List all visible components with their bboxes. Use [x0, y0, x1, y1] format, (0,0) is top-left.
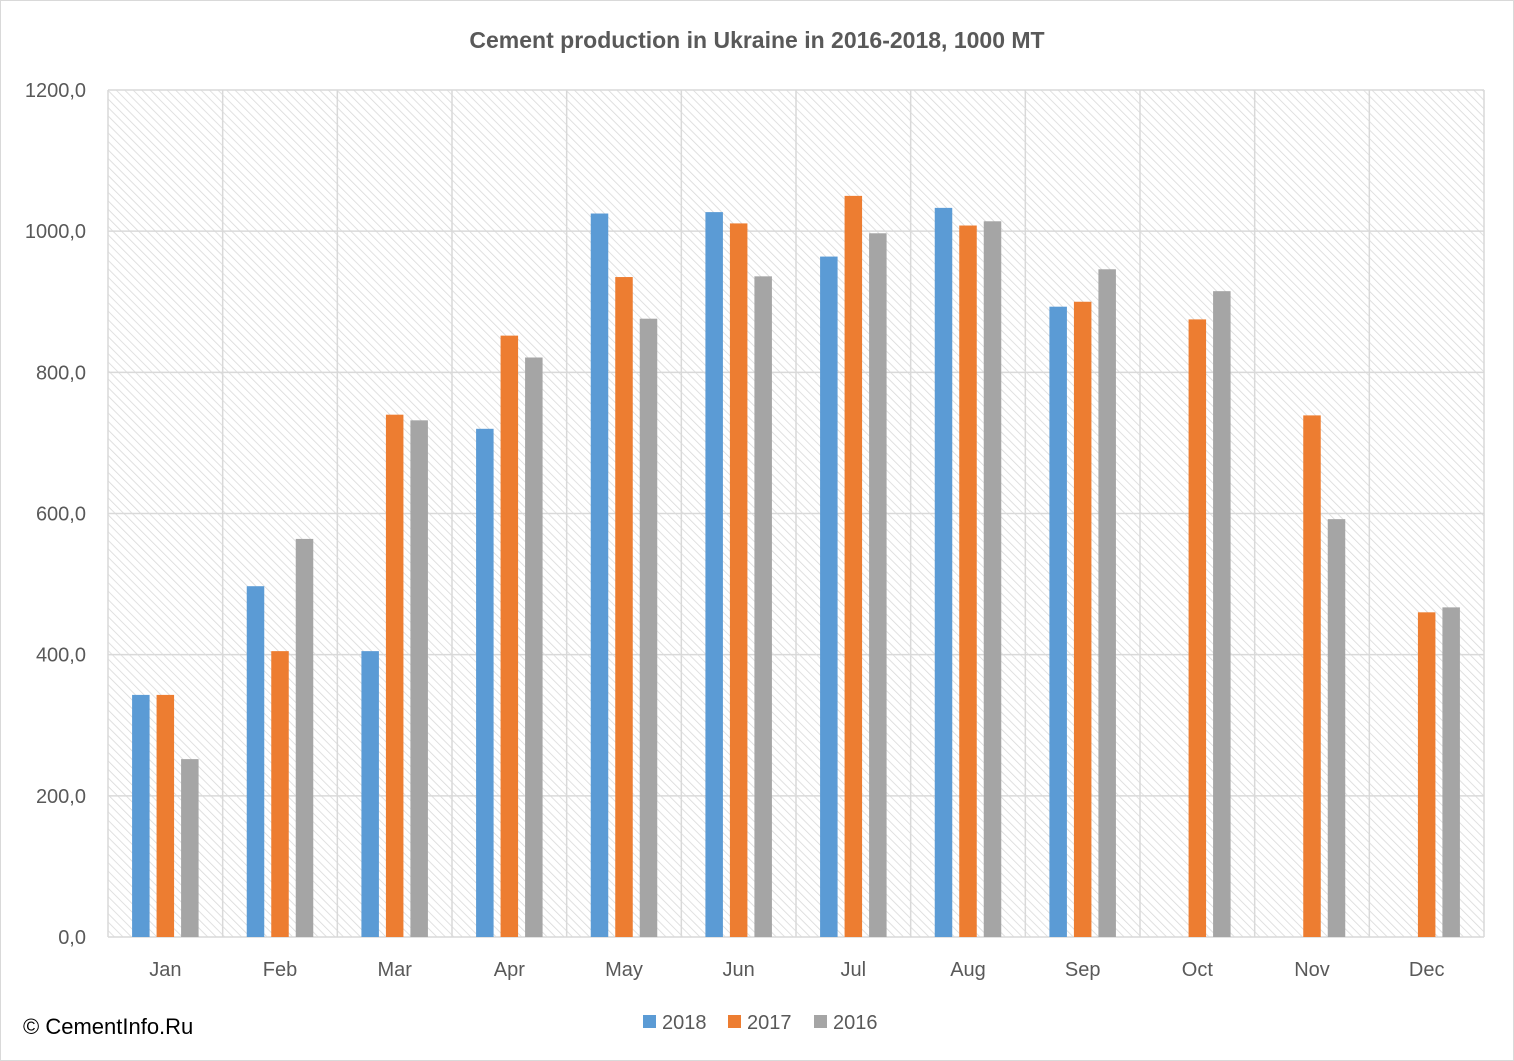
y-tick-label: 1200,0	[25, 80, 86, 102]
bar-2017-sep	[1073, 301, 1092, 937]
bar-2016-nov	[1327, 519, 1346, 937]
bar-2017-mar	[385, 414, 404, 937]
bar-2016-jul	[869, 233, 887, 937]
bar-2018-aug	[934, 207, 953, 938]
x-tick-label: Mar	[377, 959, 412, 981]
bar-2018-jan	[132, 694, 150, 937]
y-tick-label: 800,0	[36, 362, 86, 384]
bar-2016-apr	[525, 357, 543, 937]
bar-2017-feb	[271, 651, 289, 937]
x-tick-label: May	[605, 959, 643, 981]
bar-2018-feb	[246, 586, 265, 937]
gridlines	[107, 89, 1485, 938]
bar-2017-oct	[1188, 319, 1207, 937]
bar-2016-mar	[410, 420, 428, 938]
bar-2018-may	[590, 213, 609, 938]
bar-2018-sep	[1049, 306, 1067, 938]
bar-2017-dec	[1417, 612, 1436, 937]
bar-2017-nov	[1303, 415, 1321, 937]
legend: 2018 2017 2016	[643, 1012, 878, 1034]
bar-2017-jan	[156, 694, 175, 937]
bar-2018-mar	[361, 651, 379, 937]
y-tick-label: 0,0	[58, 927, 86, 949]
x-tick-label: Jul	[841, 959, 867, 981]
y-tick-label: 600,0	[36, 504, 86, 526]
bars	[132, 195, 1460, 938]
bar-2016-feb	[295, 538, 314, 937]
legend-label-2017: 2017	[747, 1012, 792, 1034]
chart-title: Cement production in Ukraine in 2016-201…	[469, 27, 1044, 53]
bar-2016-dec	[1442, 607, 1460, 937]
legend-label-2018: 2018	[662, 1012, 707, 1034]
bar-2016-may	[639, 318, 658, 937]
bar-2016-jan	[181, 759, 199, 937]
bar-2017-apr	[500, 335, 519, 937]
x-tick-label: Aug	[950, 959, 986, 981]
x-tick-label: Oct	[1182, 959, 1214, 981]
y-axis: 0,0 200,0 400,0 600,0 800,0 1000,0 1200,0	[25, 80, 86, 949]
x-tick-label: Apr	[494, 959, 525, 981]
bar-2017-jul	[844, 195, 863, 937]
y-tick-label: 1000,0	[25, 221, 86, 243]
legend-swatch-2016	[814, 1015, 827, 1028]
x-axis: Jan Feb Mar Apr May Jun Jul Aug Sep Oct Nov Dec	[149, 959, 1444, 981]
bar-2016-jun	[754, 276, 772, 938]
bar-2018-jul	[820, 256, 838, 937]
x-tick-label: Sep	[1065, 959, 1101, 981]
bar-2016-sep	[1098, 269, 1116, 937]
x-tick-label: Nov	[1294, 959, 1330, 981]
bar-2018-apr	[476, 428, 494, 937]
bar-2017-aug	[959, 225, 977, 937]
bar-2016-oct	[1213, 291, 1231, 938]
x-tick-label: Jan	[149, 959, 181, 981]
copyright-text: © CementInfo.Ru	[23, 1014, 194, 1039]
bar-2017-may	[615, 277, 633, 937]
y-tick-label: 400,0	[36, 645, 86, 667]
legend-swatch-2017	[728, 1015, 741, 1028]
bar-2017-jun	[729, 223, 748, 938]
x-tick-label: Jun	[723, 959, 755, 981]
x-tick-label: Dec	[1409, 959, 1445, 981]
legend-label-2016: 2016	[833, 1012, 878, 1034]
y-tick-label: 200,0	[36, 786, 86, 808]
x-tick-label: Feb	[263, 959, 297, 981]
legend-swatch-2018	[643, 1015, 656, 1028]
bar-2016-aug	[983, 221, 1002, 937]
bar-2018-jun	[705, 212, 723, 938]
